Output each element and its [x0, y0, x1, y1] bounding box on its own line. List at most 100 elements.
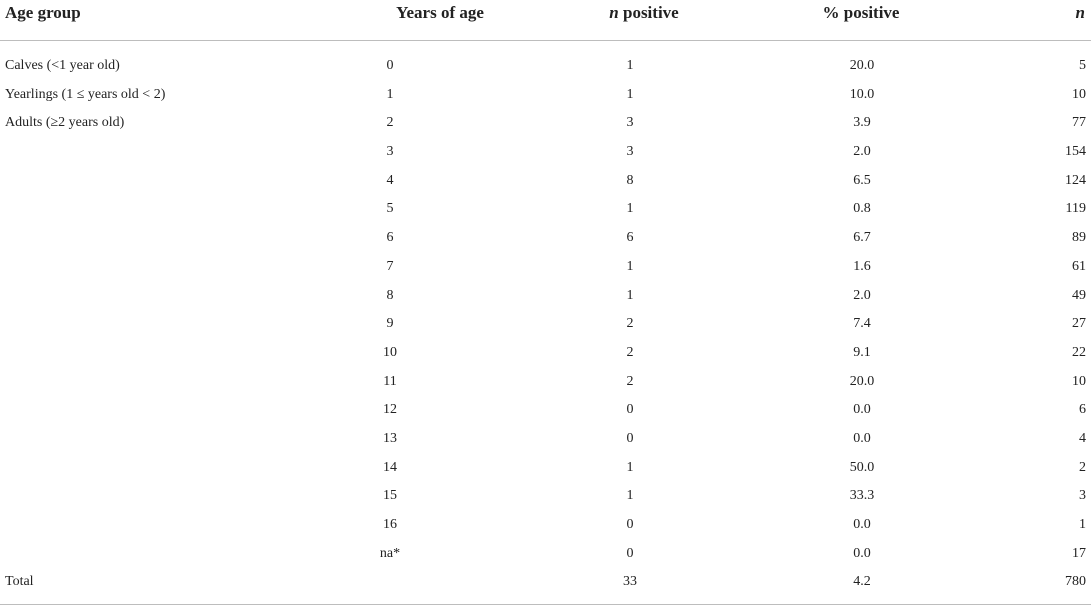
cell-n: 154 [1065, 144, 1086, 160]
header-n-positive: n positive [584, 2, 704, 24]
cell-percent-positive: 0.0 [853, 545, 871, 561]
cell-years-of-age: 16 [383, 517, 397, 532]
cell-n-positive: 1 [626, 488, 634, 504]
cell-years-of-age: na* [379, 545, 401, 561]
cell-percent-positive: 0.8 [853, 201, 871, 217]
cell-years-of-age: 12 [383, 402, 397, 418]
cell-years-of-age: 11 [383, 373, 397, 389]
cell-years-of-age: 8 [386, 287, 394, 303]
cell-years-of-age: 6 [386, 230, 394, 246]
cell-n-positive: 1 [626, 86, 634, 102]
cell-n-positive: 0 [626, 517, 634, 532]
cell-percent-positive: 2.0 [853, 287, 871, 303]
cell-percent-positive: 10.0 [849, 86, 875, 102]
table-row: 15 1 33.3 3 [0, 482, 1091, 511]
cell-n-positive: 0 [626, 545, 634, 561]
cell-n: 77 [1072, 115, 1086, 131]
cell-n-positive: 1 [626, 287, 634, 303]
header-divider [0, 40, 1091, 41]
table-row: 16 0 0.0 1 [0, 511, 1091, 540]
table-header: Age group Years of age n positive % posi… [0, 0, 1091, 40]
table-row: 5 1 0.8 119 [0, 195, 1091, 224]
table-row: 12 0 0.0 6 [0, 396, 1091, 425]
cell-percent-positive: 3.9 [853, 115, 871, 131]
cell-years-of-age: 7 [386, 258, 394, 274]
cell-n-positive: 6 [626, 230, 634, 246]
table-row: Calves (<1 year old) 0 1 20.0 5 [0, 52, 1091, 81]
cell-n-positive: 8 [626, 172, 634, 188]
table-row: 6 6 6.7 89 [0, 224, 1091, 253]
cell-percent-positive: 7.4 [853, 316, 871, 332]
header-n-positive-italic: n [609, 3, 619, 22]
cell-n-positive: 0 [626, 430, 634, 446]
cell-n: 4 [1079, 430, 1086, 446]
cell-age-group: Yearlings (1 ≤ years old < 2) [5, 86, 166, 102]
cell-n: 10 [1072, 373, 1086, 389]
cell-years-of-age: 0 [386, 58, 394, 73]
cell-n: 10 [1072, 86, 1086, 102]
cell-n-positive: 2 [626, 373, 634, 389]
cell-n-positive: 1 [626, 459, 634, 475]
cell-percent-positive: 20.0 [849, 58, 875, 73]
header-percent-positive: % positive [822, 3, 900, 22]
cell-age-group: Total [5, 574, 34, 590]
cell-years-of-age: 5 [386, 201, 394, 217]
cell-percent-positive: 50.0 [849, 459, 875, 475]
cell-n-positive: 0 [626, 402, 634, 418]
header-n-positive-rest: positive [618, 3, 679, 22]
cell-n: 2 [1079, 459, 1086, 475]
cell-n: 780 [1065, 574, 1086, 590]
table-row: 9 2 7.4 27 [0, 310, 1091, 339]
cell-years-of-age: 1 [386, 86, 394, 102]
cell-n: 6 [1079, 402, 1086, 418]
table-row: 10 2 9.1 22 [0, 339, 1091, 368]
cell-n-positive: 3 [626, 144, 634, 160]
cell-n-positive: 3 [626, 115, 634, 131]
cell-percent-positive: 6.5 [853, 172, 871, 188]
cell-n: 3 [1079, 488, 1086, 504]
cell-n-positive: 1 [626, 201, 634, 217]
table-body: Calves (<1 year old) 0 1 20.0 5 Yearlings (1 … [0, 52, 1091, 597]
table-row: Adults (≥2 years old) 2 3 3.9 77 [0, 109, 1091, 138]
table-row: 4 8 6.5 124 [0, 167, 1091, 196]
cell-age-group: Adults (≥2 years old) [5, 115, 125, 131]
cell-percent-positive: 0.0 [853, 430, 871, 446]
table-row: 13 0 0.0 4 [0, 425, 1091, 454]
cell-n: 1 [1079, 517, 1086, 532]
table-row: Total 33 4.2 780 [0, 568, 1091, 597]
cell-age-group: Calves (<1 year old) [5, 58, 120, 73]
cell-n: 27 [1072, 316, 1086, 332]
cell-n: 49 [1072, 287, 1086, 303]
table-row: Yearlings (1 ≤ years old < 2) 1 1 10.0 10 [0, 81, 1091, 110]
cell-percent-positive: 33.3 [849, 488, 875, 504]
table-row: na* 0 0.0 17 [0, 540, 1091, 569]
cell-years-of-age: 4 [386, 172, 394, 188]
cell-n: 22 [1072, 344, 1086, 360]
cell-n-positive: 2 [626, 344, 634, 360]
cell-n-positive: 1 [626, 258, 634, 274]
cell-percent-positive: 4.2 [853, 574, 871, 590]
cell-percent-positive: 20.0 [849, 373, 875, 389]
cell-percent-positive: 0.0 [853, 517, 871, 532]
table-row: 3 3 2.0 154 [0, 138, 1091, 167]
cell-years-of-age: 15 [383, 488, 397, 504]
cell-n: 61 [1072, 258, 1086, 274]
cell-n-positive: 1 [626, 58, 634, 73]
table-row: 7 1 1.6 61 [0, 253, 1091, 282]
table-row: 14 1 50.0 2 [0, 454, 1091, 483]
header-n: n [1075, 3, 1085, 22]
cell-years-of-age: 2 [386, 115, 394, 131]
cell-years-of-age: 13 [383, 430, 397, 446]
cell-years-of-age: 14 [383, 459, 397, 475]
cell-years-of-age: 3 [386, 144, 394, 160]
cell-percent-positive: 6.7 [853, 230, 871, 246]
cell-years-of-age: 9 [386, 316, 394, 332]
cell-n: 124 [1065, 172, 1086, 188]
cell-n-positive: 2 [626, 316, 634, 332]
cell-n: 17 [1072, 545, 1086, 561]
cell-percent-positive: 2.0 [853, 144, 871, 160]
cell-years-of-age: 10 [383, 344, 397, 360]
cell-n: 119 [1065, 201, 1086, 217]
cell-n: 5 [1079, 58, 1086, 73]
table-row: 11 2 20.0 10 [0, 368, 1091, 397]
